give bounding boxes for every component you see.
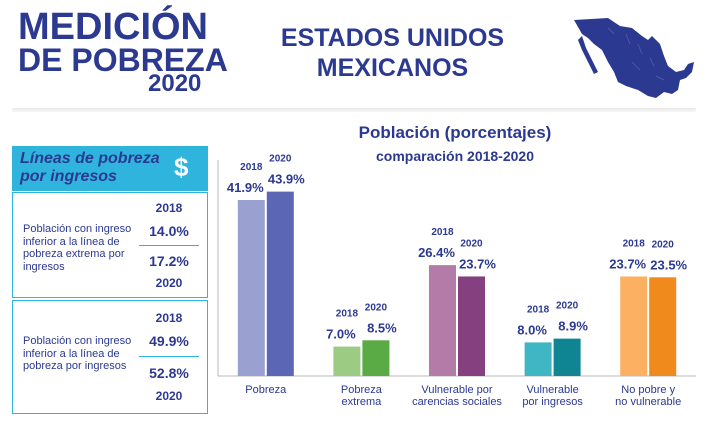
series-year-label-2018-5: 2018 — [623, 238, 646, 249]
chart-title: Población (porcentajes) — [358, 123, 552, 142]
report-title-line1: MEDICIÓN — [18, 6, 208, 48]
series-year-label-2020-5: 2020 — [652, 239, 675, 250]
country-name-line1: ESTADOS UNIDOS — [280, 24, 505, 52]
value-2018: 49.9% — [149, 333, 189, 349]
data-label-2018-4: 8.0% — [517, 322, 547, 337]
income-lines-header: Líneas de pobreza por ingresos $ — [12, 146, 208, 191]
extreme-poverty-line-box: Población con ingreso inferior a la líne… — [12, 192, 208, 298]
category-label-1: Pobreza — [245, 384, 287, 396]
bar-2020-5 — [649, 277, 677, 376]
dollar-icon: $ — [174, 152, 189, 182]
report-title-line2: DE POBREZA — [18, 42, 228, 78]
extreme-poverty-line-label: Población con ingreso inferior a la líne… — [23, 223, 132, 273]
value-2018: 14.0% — [149, 223, 189, 239]
year-label-2020: 2020 — [155, 389, 183, 403]
value-separator — [139, 245, 199, 246]
bar-2018-2 — [333, 346, 361, 376]
data-label-2018-3: 26.4% — [418, 245, 455, 260]
income-lines-title: Líneas de pobreza por ingresos — [20, 150, 160, 185]
bar-2020-2 — [362, 340, 390, 376]
report-year: 2020 — [148, 70, 202, 97]
country-name-line2: MEXICANOS — [316, 54, 469, 82]
poverty-line-label: Población con ingreso inferior a la líne… — [23, 335, 132, 372]
data-label-2020-1: 43.9% — [268, 172, 305, 187]
bar-2018-4 — [524, 342, 552, 376]
mexico-map-icon — [574, 18, 694, 98]
value-2020: 52.8% — [149, 365, 189, 381]
bar-2018-3 — [429, 265, 456, 376]
category-label-2: extrema — [342, 396, 383, 408]
series-year-label-2020-3: 2020 — [460, 238, 483, 249]
poverty-line-box: Población con ingreso inferior a la líne… — [12, 300, 208, 414]
series-year-label-2020-2: 2020 — [365, 302, 388, 313]
year-label-2020: 2020 — [155, 276, 183, 290]
series-year-label-2018-1: 2018 — [240, 162, 263, 173]
data-label-2020-3: 23.7% — [459, 256, 496, 271]
series-year-label-2018-4: 2018 — [527, 304, 550, 315]
series-year-label-2020-1: 2020 — [269, 154, 292, 165]
value-separator — [139, 356, 199, 357]
category-label-3: carencias sociales — [412, 396, 502, 408]
bar-2020-1 — [266, 191, 294, 376]
series-year-label-2018-2: 2018 — [336, 309, 359, 320]
series-year-label-2018-3: 2018 — [431, 227, 454, 238]
data-label-2018-1: 41.9% — [227, 180, 264, 195]
category-label-2: Pobreza — [341, 384, 383, 396]
category-label-4: Vulnerable — [527, 384, 579, 396]
value-2020: 17.2% — [149, 253, 189, 269]
category-label-5: no vulnerable — [615, 396, 681, 408]
bar-2020-4 — [553, 338, 581, 376]
data-label-2018-5: 23.7% — [609, 256, 646, 271]
bar-2018-5 — [620, 276, 648, 376]
data-label-2020-5: 23.5% — [650, 257, 687, 272]
chart-subtitle: comparación 2018-2020 — [376, 148, 534, 164]
bar-2020-3 — [458, 276, 485, 376]
bar-2018-1 — [237, 200, 265, 376]
category-label-5: No pobre y — [621, 384, 675, 396]
data-label-2020-2: 8.5% — [367, 320, 397, 335]
year-label-2018: 2018 — [155, 201, 183, 215]
data-label-2020-4: 8.9% — [558, 319, 588, 334]
category-label-3: Vulnerable por — [421, 384, 492, 396]
header-divider — [12, 108, 696, 112]
series-year-label-2020-4: 2020 — [556, 301, 579, 312]
category-label-4: por ingresos — [522, 396, 583, 408]
data-label-2018-2: 7.0% — [326, 327, 356, 342]
year-label-2018: 2018 — [155, 311, 183, 325]
income-lines-panel: Líneas de pobreza por ingresos $ Poblaci… — [12, 146, 208, 414]
